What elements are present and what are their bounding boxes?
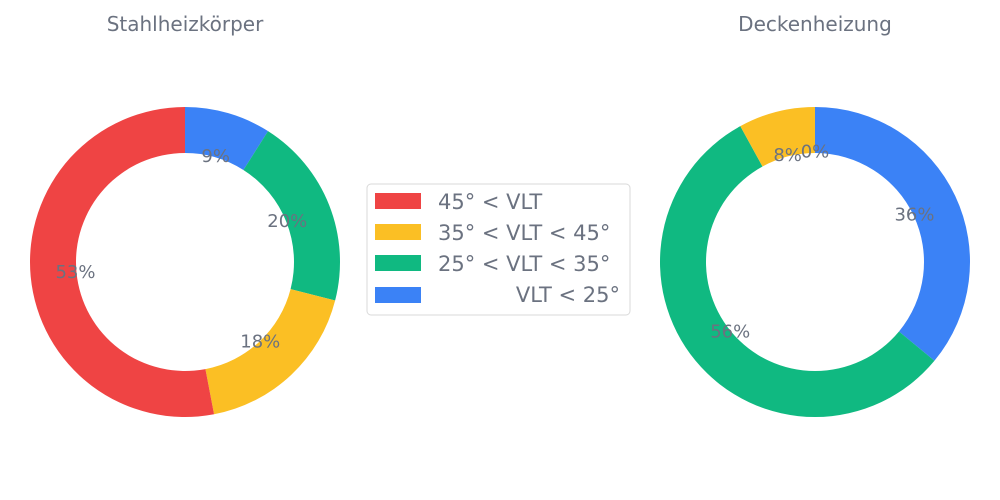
legend-swatch-below-25	[375, 287, 421, 303]
slices-stahlheizkoerper	[29, 107, 340, 418]
slice-stahlheizk-rper-0	[185, 107, 269, 170]
donut-chart-deckenheizung: Deckenheizung 36% 56% 8%0%	[660, 12, 971, 418]
slices-deckenheizung	[660, 107, 971, 418]
slice-stahlheizk-rper-3	[29, 107, 215, 418]
labels-stahlheizkoerper: 9% 20% 18% 53%	[55, 146, 307, 353]
legend-swatch-25-35	[375, 255, 421, 271]
slice-label-stahlheizk-rper-2: 18%	[240, 332, 280, 353]
chart-title-deckenheizung: Deckenheizung	[738, 12, 892, 36]
legend-label-35-45: 35° < VLT < 45°	[438, 221, 610, 245]
slice-stahlheizk-rper-2	[205, 289, 336, 415]
slice-label-deckenheizung-3: 0%	[801, 142, 830, 163]
slice-label-stahlheizk-rper-0: 9%	[201, 146, 230, 167]
legend: 45° < VLT 35° < VLT < 45° 25° < VLT < 35…	[366, 183, 631, 316]
slice-label-deckenheizung-0: 36%	[894, 205, 934, 226]
donut-chart-stahlheizkoerper: Stahlheizkörper 9% 20% 18% 53%	[29, 12, 340, 418]
slice-deckenheizung-2	[740, 107, 815, 167]
legend-swatch-35-45	[375, 224, 421, 240]
legend-label-below-25: VLT < 25°	[516, 283, 620, 307]
legend-label-45-plus: 45° < VLT	[438, 190, 542, 214]
slice-label-deckenheizung-2: 8%	[773, 145, 802, 166]
slice-stahlheizk-rper-1	[243, 131, 340, 301]
chart-title-stahlheizkoerper: Stahlheizkörper	[107, 12, 264, 36]
slice-deckenheizung-0	[815, 107, 971, 361]
labels-deckenheizung: 36% 56% 8%0%	[710, 142, 934, 343]
slice-deckenheizung-1	[660, 126, 935, 418]
legend-frame	[366, 183, 631, 316]
slice-label-deckenheizung-1: 56%	[710, 322, 750, 343]
slice-label-stahlheizk-rper-3: 53%	[55, 262, 95, 283]
slice-label-stahlheizk-rper-1: 20%	[267, 211, 307, 232]
legend-label-25-35: 25° < VLT < 35°	[438, 252, 610, 276]
legend-swatch-45-plus	[375, 193, 421, 209]
